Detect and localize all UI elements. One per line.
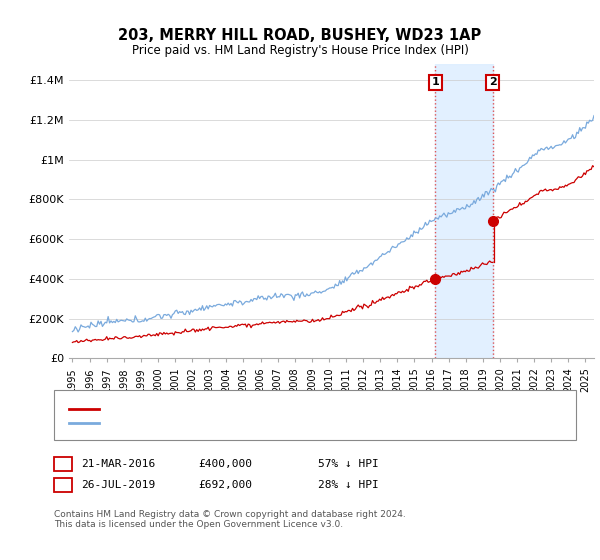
Text: 57% ↓ HPI: 57% ↓ HPI (318, 459, 379, 469)
Text: Contains HM Land Registry data © Crown copyright and database right 2024.
This d: Contains HM Land Registry data © Crown c… (54, 510, 406, 529)
Text: HPI: Average price, detached house, Hertsmere: HPI: Average price, detached house, Hert… (103, 418, 351, 428)
Text: 1: 1 (431, 77, 439, 87)
Text: £400,000: £400,000 (198, 459, 252, 469)
Text: 26-JUL-2019: 26-JUL-2019 (81, 480, 155, 490)
Text: £692,000: £692,000 (198, 480, 252, 490)
Text: 21-MAR-2016: 21-MAR-2016 (81, 459, 155, 469)
Text: 1: 1 (59, 459, 67, 469)
Text: 2: 2 (59, 480, 67, 490)
Text: 28% ↓ HPI: 28% ↓ HPI (318, 480, 379, 490)
Text: Price paid vs. HM Land Registry's House Price Index (HPI): Price paid vs. HM Land Registry's House … (131, 44, 469, 57)
Bar (436, 64, 493, 358)
Text: 203, MERRY HILL ROAD, BUSHEY, WD23 1AP (detached house): 203, MERRY HILL ROAD, BUSHEY, WD23 1AP (… (103, 404, 428, 414)
Text: 2: 2 (489, 77, 496, 87)
Text: 203, MERRY HILL ROAD, BUSHEY, WD23 1AP: 203, MERRY HILL ROAD, BUSHEY, WD23 1AP (118, 28, 482, 43)
